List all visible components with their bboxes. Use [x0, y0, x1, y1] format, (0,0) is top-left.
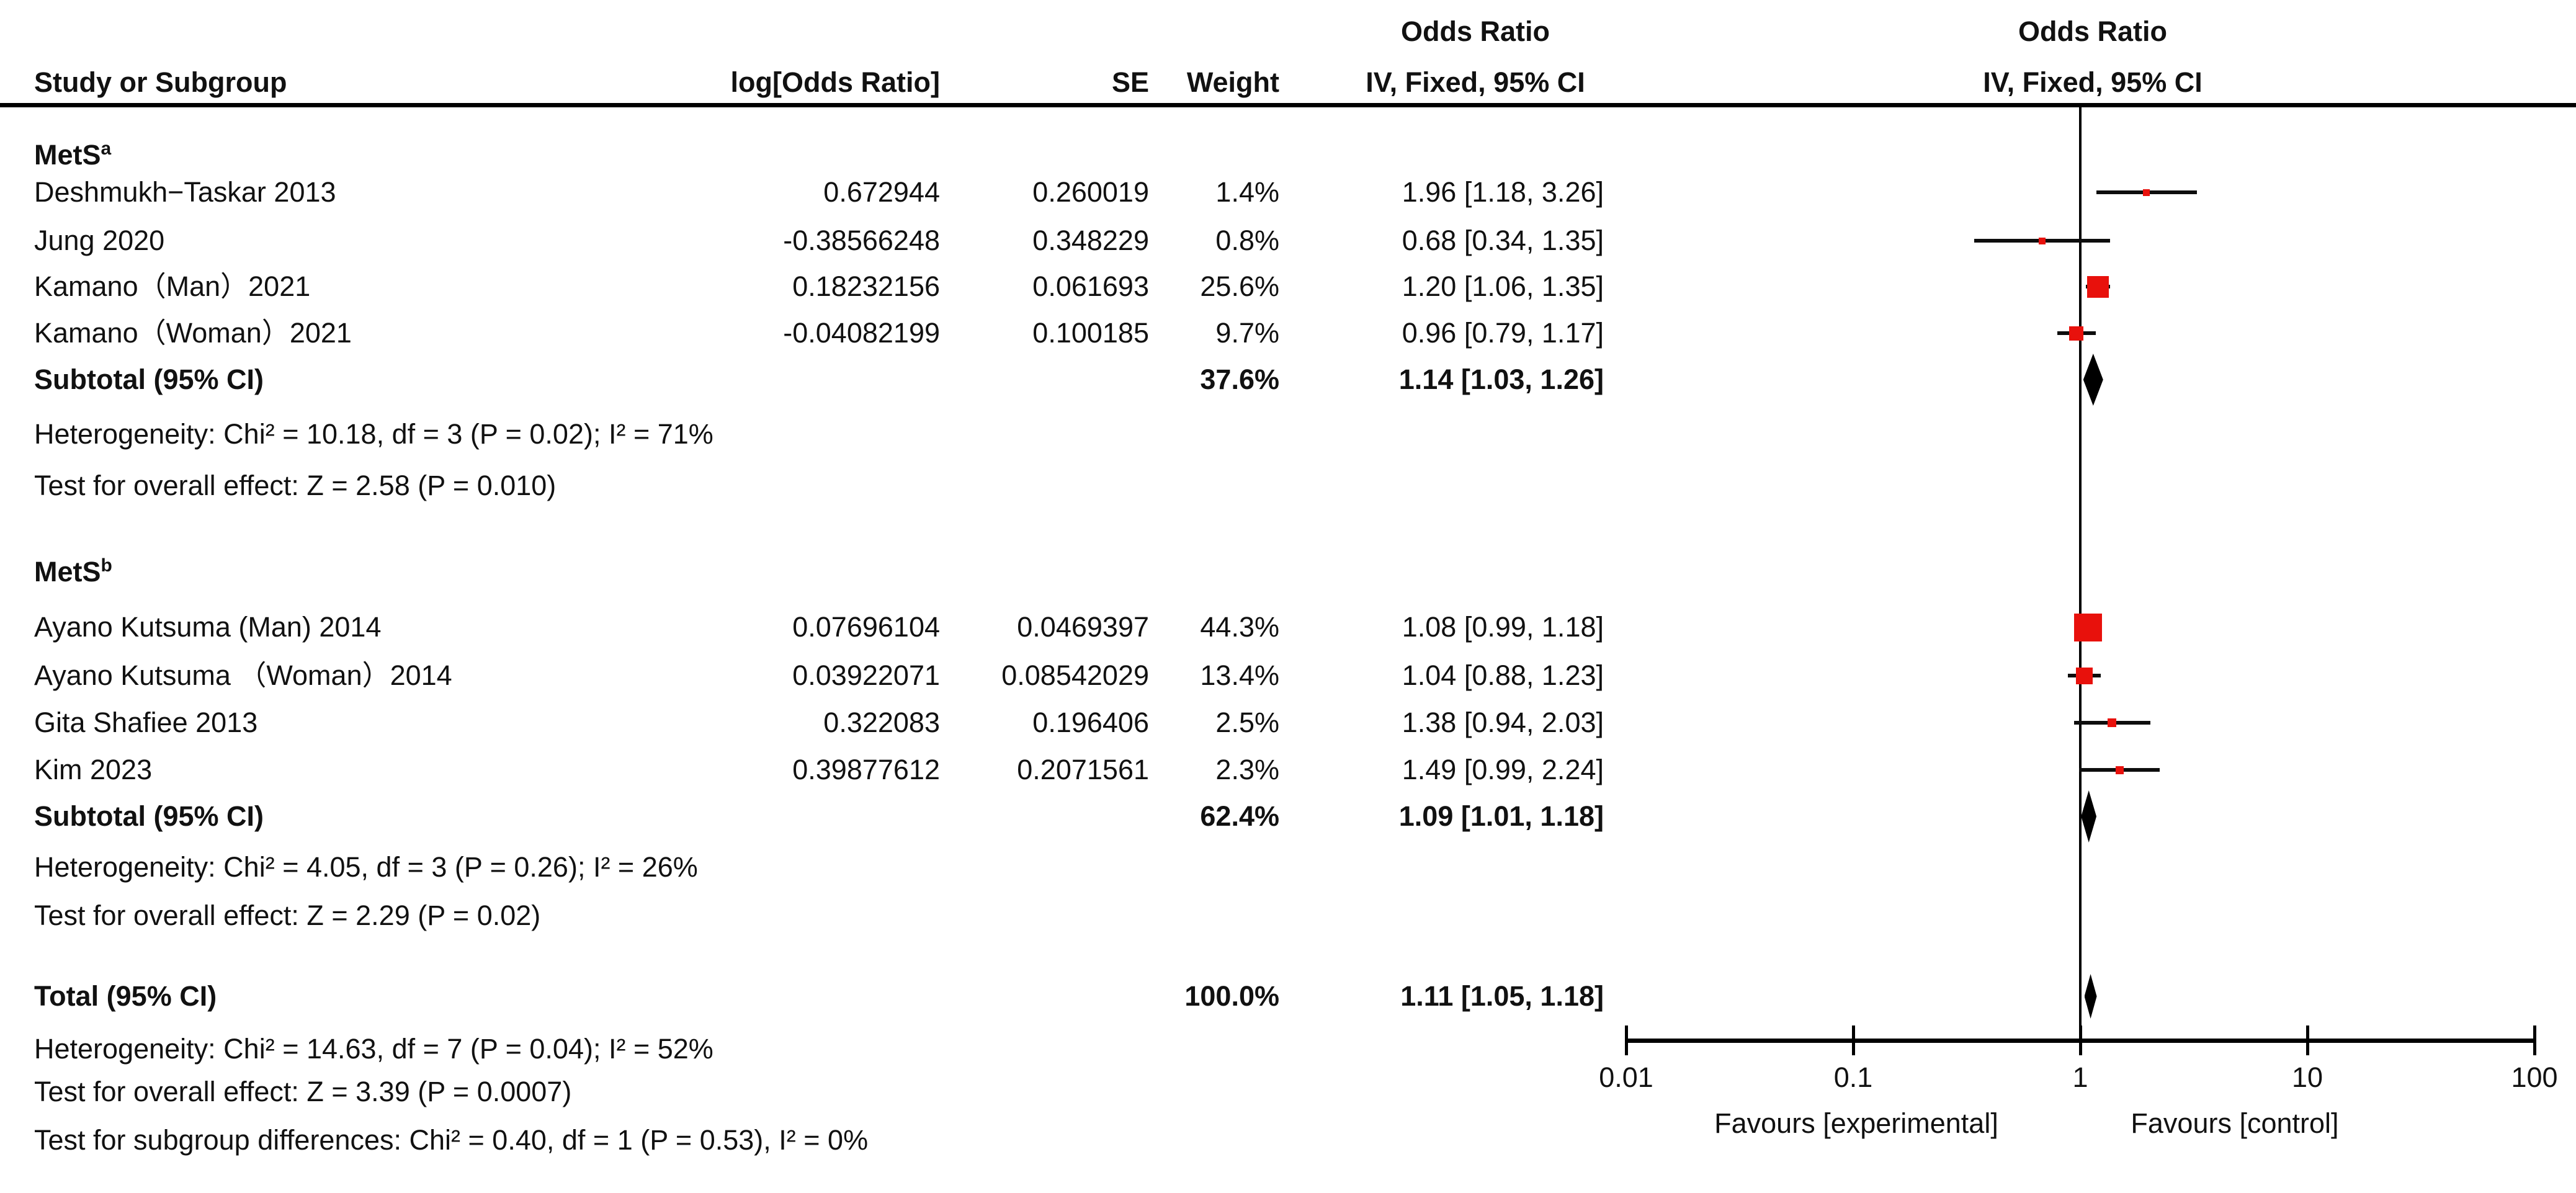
col-header-weight: Weight — [1186, 66, 1279, 98]
subgroup-b-subtotal-weight: 62.4% — [1200, 800, 1279, 832]
effect-title-left: Odds Ratio — [1400, 16, 1550, 47]
subgroup-b-study-1-point — [2075, 667, 2093, 684]
total-heterogeneity-label: Heterogeneity: Chi² = 14.63, df = 7 (P =… — [34, 1033, 713, 1065]
subgroup-b-study-2-se: 0.196406 — [1032, 707, 1149, 738]
subgroup-b-study-1-weight: 13.4% — [1200, 659, 1279, 691]
x-axis-tick-label-100: 100 — [2511, 1061, 2558, 1093]
subgroup-a-overall-effect-label: Test for overall effect: Z = 2.58 (P = 0… — [34, 470, 557, 501]
subgroup-a-study-1-label: Jung 2020 — [34, 225, 165, 256]
subgroup-a-study-0-weight: 1.4% — [1215, 176, 1279, 208]
subgroup-b-label: MetSb — [34, 555, 112, 588]
subgroup-b-study-3-se: 0.2071561 — [1017, 754, 1149, 785]
subgroup-a-study-2-weight: 25.6% — [1200, 270, 1279, 302]
subgroup-a-study-3-log-or: -0.04082199 — [783, 317, 940, 349]
subgroup-b-heterogeneity-label: Heterogeneity: Chi² = 4.05, df = 3 (P = … — [34, 851, 698, 883]
x-axis-tick-100 — [2533, 1025, 2536, 1055]
subgroup-a-study-1-se: 0.348229 — [1032, 225, 1149, 256]
subgroup-b-study-2-label: Gita Shafiee 2013 — [34, 707, 258, 738]
subgroup-a-study-3-label: Kamano（Woman）2021 — [34, 317, 352, 349]
subgroup-a-heterogeneity-label: Heterogeneity: Chi² = 10.18, df = 3 (P =… — [34, 418, 713, 450]
subgroup-b-label-sup: b — [101, 555, 112, 576]
subgroup-a-subtotal-diamond — [2083, 354, 2103, 406]
subgroup-b-study-2-ci-text: 1.38 [0.94, 2.03] — [1402, 707, 1604, 738]
x-axis-tick-10 — [2306, 1025, 2309, 1055]
subgroup-a-study-3-se: 0.100185 — [1032, 317, 1149, 349]
favours-left-label: Favours [experimental] — [1714, 1107, 1998, 1139]
subgroup-a-study-0-log-or: 0.672944 — [823, 176, 940, 208]
favours-right-label: Favours [control] — [2131, 1107, 2339, 1139]
subgroup-a-study-3-point — [2069, 326, 2083, 341]
col-header-ci-text: IV, Fixed, 95% CI — [1366, 66, 1585, 98]
subgroup-a-study-2-log-or: 0.18232156 — [792, 270, 940, 302]
subgroup-b-study-2-point — [2108, 718, 2117, 727]
subgroup-a-study-0-se: 0.260019 — [1032, 176, 1149, 208]
subgroup-b-study-0-label: Ayano Kutsuma (Man) 2014 — [34, 611, 382, 643]
subgroup-a-study-2-point — [2087, 275, 2109, 298]
x-axis-tick-1 — [2079, 1025, 2082, 1055]
subgroup-b-study-1-se: 0.08542029 — [1001, 659, 1149, 691]
subgroup-a-subtotal-label: Subtotal (95% CI) — [34, 364, 264, 395]
subgroup-b-study-0-se: 0.0469397 — [1017, 611, 1149, 643]
subgroup-a-study-2-se: 0.061693 — [1032, 270, 1149, 302]
subgroup-differences-label: Test for subgroup differences: Chi² = 0.… — [34, 1124, 869, 1156]
subgroup-b-study-0-ci-text: 1.08 [0.99, 1.18] — [1402, 611, 1604, 643]
subgroup-a-label-sup: a — [101, 138, 112, 159]
subgroup-b-overall-effect-label: Test for overall effect: Z = 2.29 (P = 0… — [34, 900, 541, 931]
x-axis-tick-label-10: 10 — [2291, 1061, 2323, 1093]
subgroup-b-study-3-log-or: 0.39877612 — [792, 754, 940, 785]
subgroup-a-study-1-weight: 0.8% — [1215, 225, 1279, 256]
total-label: Total (95% CI) — [34, 980, 217, 1012]
subgroup-a-study-0-point — [2143, 189, 2150, 196]
subgroup-a-study-1-log-or: -0.38566248 — [783, 225, 940, 256]
total-diamond — [2084, 974, 2097, 1019]
subgroup-b-subtotal-label: Subtotal (95% CI) — [34, 800, 264, 832]
col-header-study: Study or Subgroup — [34, 66, 287, 98]
subgroup-b-study-1-ci-text: 1.04 [0.88, 1.23] — [1402, 659, 1604, 691]
subgroup-b-study-0-weight: 44.3% — [1200, 611, 1279, 643]
subgroup-b-study-3-label: Kim 2023 — [34, 754, 153, 785]
subgroup-b-study-2-weight: 2.5% — [1215, 707, 1279, 738]
subgroup-b-study-1-label: Ayano Kutsuma （Woman）2014 — [34, 659, 452, 691]
subgroup-a-study-0-label: Deshmukh−Taskar 2013 — [34, 176, 336, 208]
subgroup-a-subtotal-weight: 37.6% — [1200, 364, 1279, 395]
total-weight: 100.0% — [1184, 980, 1279, 1012]
subgroup-a-study-3-weight: 9.7% — [1215, 317, 1279, 349]
subgroup-a-study-1-ci-text: 0.68 [0.34, 1.35] — [1402, 225, 1604, 256]
col-header-se: SE — [1111, 66, 1149, 98]
x-axis-tick-label-0.1: 0.1 — [1833, 1061, 1873, 1093]
subgroup-b-study-1-log-or: 0.03922071 — [792, 659, 940, 691]
total-ci-text: 1.11 [1.05, 1.18] — [1400, 980, 1604, 1012]
x-axis-tick-0.1 — [1852, 1025, 1855, 1055]
effect-title-right: Odds Ratio — [2018, 16, 2167, 47]
subgroup-a-study-0-ci-text: 1.96 [1.18, 3.26] — [1402, 176, 1604, 208]
subgroup-a-study-3-ci-text: 0.96 [0.79, 1.17] — [1402, 317, 1604, 349]
subgroup-b-subtotal-diamond — [2081, 790, 2097, 842]
subgroup-b-study-0-log-or: 0.07696104 — [792, 611, 940, 643]
x-axis-tick-label-0.01: 0.01 — [1599, 1061, 1653, 1093]
subgroup-a-study-2-label: Kamano（Man）2021 — [34, 270, 311, 302]
col-header-ci-plot: IV, Fixed, 95% CI — [1983, 66, 2203, 98]
subgroup-a-label: MetSa — [34, 138, 112, 171]
subgroup-b-subtotal-ci-text: 1.09 [1.01, 1.18] — [1398, 800, 1604, 832]
subgroup-a-study-1-point — [2039, 237, 2046, 244]
header-rule — [0, 103, 2576, 107]
col-header-log-or: log[Odds Ratio] — [730, 66, 940, 98]
subgroup-a-study-2-ci-text: 1.20 [1.06, 1.35] — [1402, 270, 1604, 302]
total-overall-effect-label: Test for overall effect: Z = 3.39 (P = 0… — [34, 1076, 572, 1107]
subgroup-b-study-0-point — [2073, 613, 2102, 641]
x-axis-tick-0.01 — [1625, 1025, 1628, 1055]
subgroup-a-subtotal-ci-text: 1.14 [1.03, 1.26] — [1398, 364, 1604, 395]
subgroup-b-study-3-point — [2115, 766, 2124, 774]
x-axis-tick-label-1: 1 — [2072, 1061, 2088, 1093]
subgroup-b-study-3-ci-text: 1.49 [0.99, 2.24] — [1402, 754, 1604, 785]
plot-null-line — [2079, 107, 2082, 1040]
subgroup-b-study-3-weight: 2.3% — [1215, 754, 1279, 785]
subgroup-b-study-2-log-or: 0.322083 — [823, 707, 940, 738]
